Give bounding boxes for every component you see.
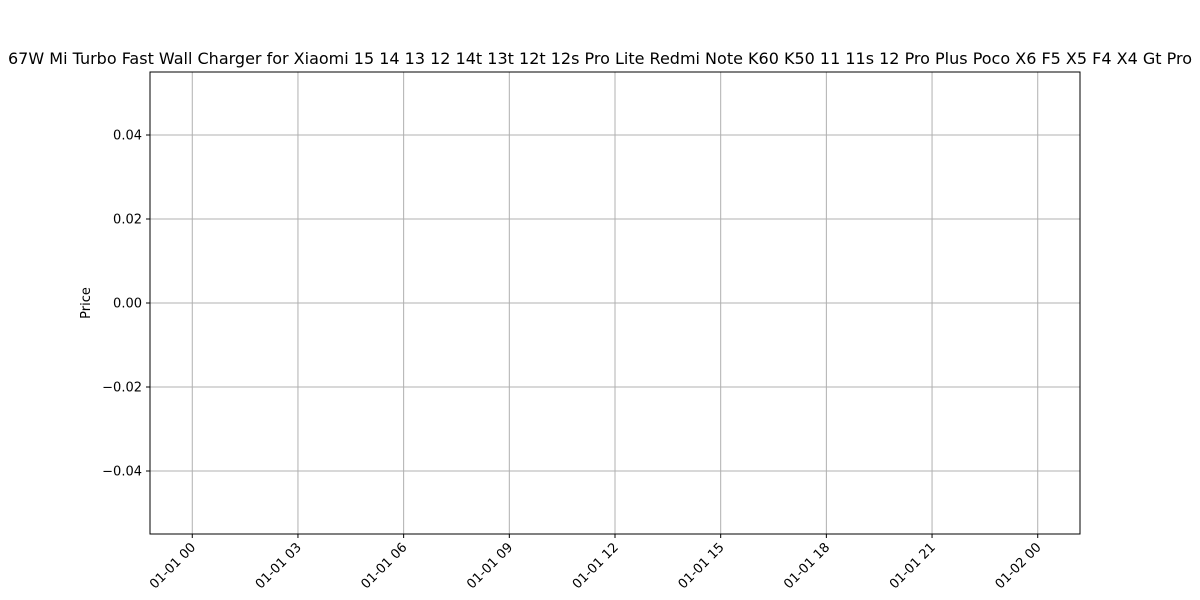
x-tick-label: 01-01 21 xyxy=(887,540,939,592)
y-tick-label: 0.04 xyxy=(113,129,142,144)
y-axis-label: Price xyxy=(79,287,94,319)
x-tick-label: 01-01 09 xyxy=(464,540,516,592)
y-tick-label: 0.00 xyxy=(113,297,142,312)
chart-title: 67W Mi Turbo Fast Wall Charger for Xiaom… xyxy=(8,49,1192,68)
x-tick-label: 01-02 00 xyxy=(993,540,1045,592)
x-tick-label: 01-01 12 xyxy=(570,540,622,592)
x-tick-label: 01-01 15 xyxy=(676,540,728,592)
x-tick-label: 01-01 00 xyxy=(147,540,199,592)
x-tick-label: 01-01 03 xyxy=(253,540,305,592)
y-tick-label: −0.04 xyxy=(102,465,142,480)
x-tick-label: 01-01 18 xyxy=(781,540,833,592)
y-tick-label: −0.02 xyxy=(102,381,142,396)
x-axis: 01-01 00 01-01 03 01-01 06 01-01 09 01-01 12… xyxy=(147,534,1045,592)
y-tick-label: 0.02 xyxy=(113,213,142,228)
x-tick-label: 01-01 06 xyxy=(359,540,411,592)
y-axis: 0.04 0.02 0.00 −0.02 −0.04 xyxy=(102,129,150,480)
grid-lines xyxy=(150,72,1080,534)
